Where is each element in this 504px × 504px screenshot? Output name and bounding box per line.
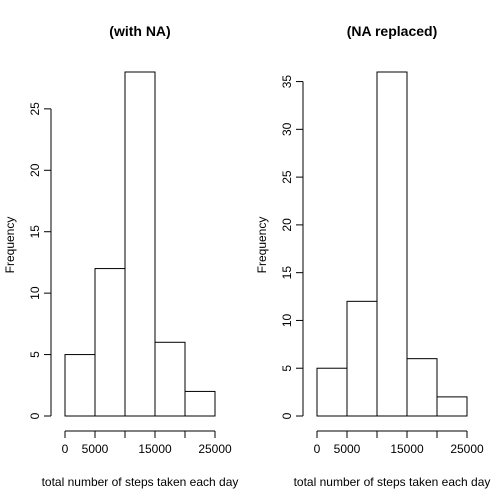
histogram-bar — [184, 390, 216, 417]
histogram-bar — [154, 341, 186, 417]
y-tick-label: 20 — [28, 163, 42, 177]
x-tick-label: 25000 — [450, 442, 484, 456]
y-tick-label: 10 — [280, 313, 294, 327]
y-tick-label: 0 — [28, 412, 42, 419]
y-axis-label: Frequency — [255, 217, 269, 274]
x-tick-label: 0 — [62, 442, 69, 456]
y-tick-label: 0 — [280, 412, 294, 419]
y-axis-label: Frequency — [3, 217, 17, 274]
y-tick-label: 20 — [280, 218, 294, 232]
histogram-bar — [94, 268, 126, 417]
x-tick-label: 5000 — [334, 442, 361, 456]
x-axis-label: total number of steps taken each day — [294, 475, 491, 489]
chart-title: (with NA) — [109, 23, 170, 39]
x-axis-label: total number of steps taken each day — [42, 475, 239, 489]
histogram-panel-with-na: (with NA) total number of steps taken ea… — [3, 23, 238, 489]
histogram-bar — [406, 358, 438, 417]
histogram-bar — [64, 354, 96, 417]
x-tick-label: 25000 — [198, 442, 232, 456]
histogram-bar — [376, 71, 408, 417]
y-tick-label: 15 — [28, 225, 42, 239]
y-tick-label: 25 — [28, 102, 42, 116]
y-tick-label: 30 — [280, 122, 294, 136]
x-tick-label: 15000 — [390, 442, 424, 456]
chart-title: (NA replaced) — [347, 23, 438, 39]
x-tick-label: 5000 — [82, 442, 109, 456]
y-tick-label: 5 — [280, 365, 294, 372]
y-tick-label: 5 — [28, 351, 42, 358]
y-tick-label: 15 — [280, 266, 294, 280]
y-tick-label: 25 — [280, 170, 294, 184]
y-tick-label: 35 — [280, 75, 294, 89]
x-tick-label: 0 — [314, 442, 321, 456]
histogram-bar — [346, 300, 378, 417]
x-tick-label: 15000 — [138, 442, 172, 456]
histogram-bar — [124, 71, 156, 417]
histogram-bar — [436, 396, 468, 417]
histogram-bar — [316, 367, 348, 417]
histogram-panel-na-replaced: (NA replaced) total number of steps take… — [255, 23, 490, 489]
y-tick-label: 10 — [28, 286, 42, 300]
